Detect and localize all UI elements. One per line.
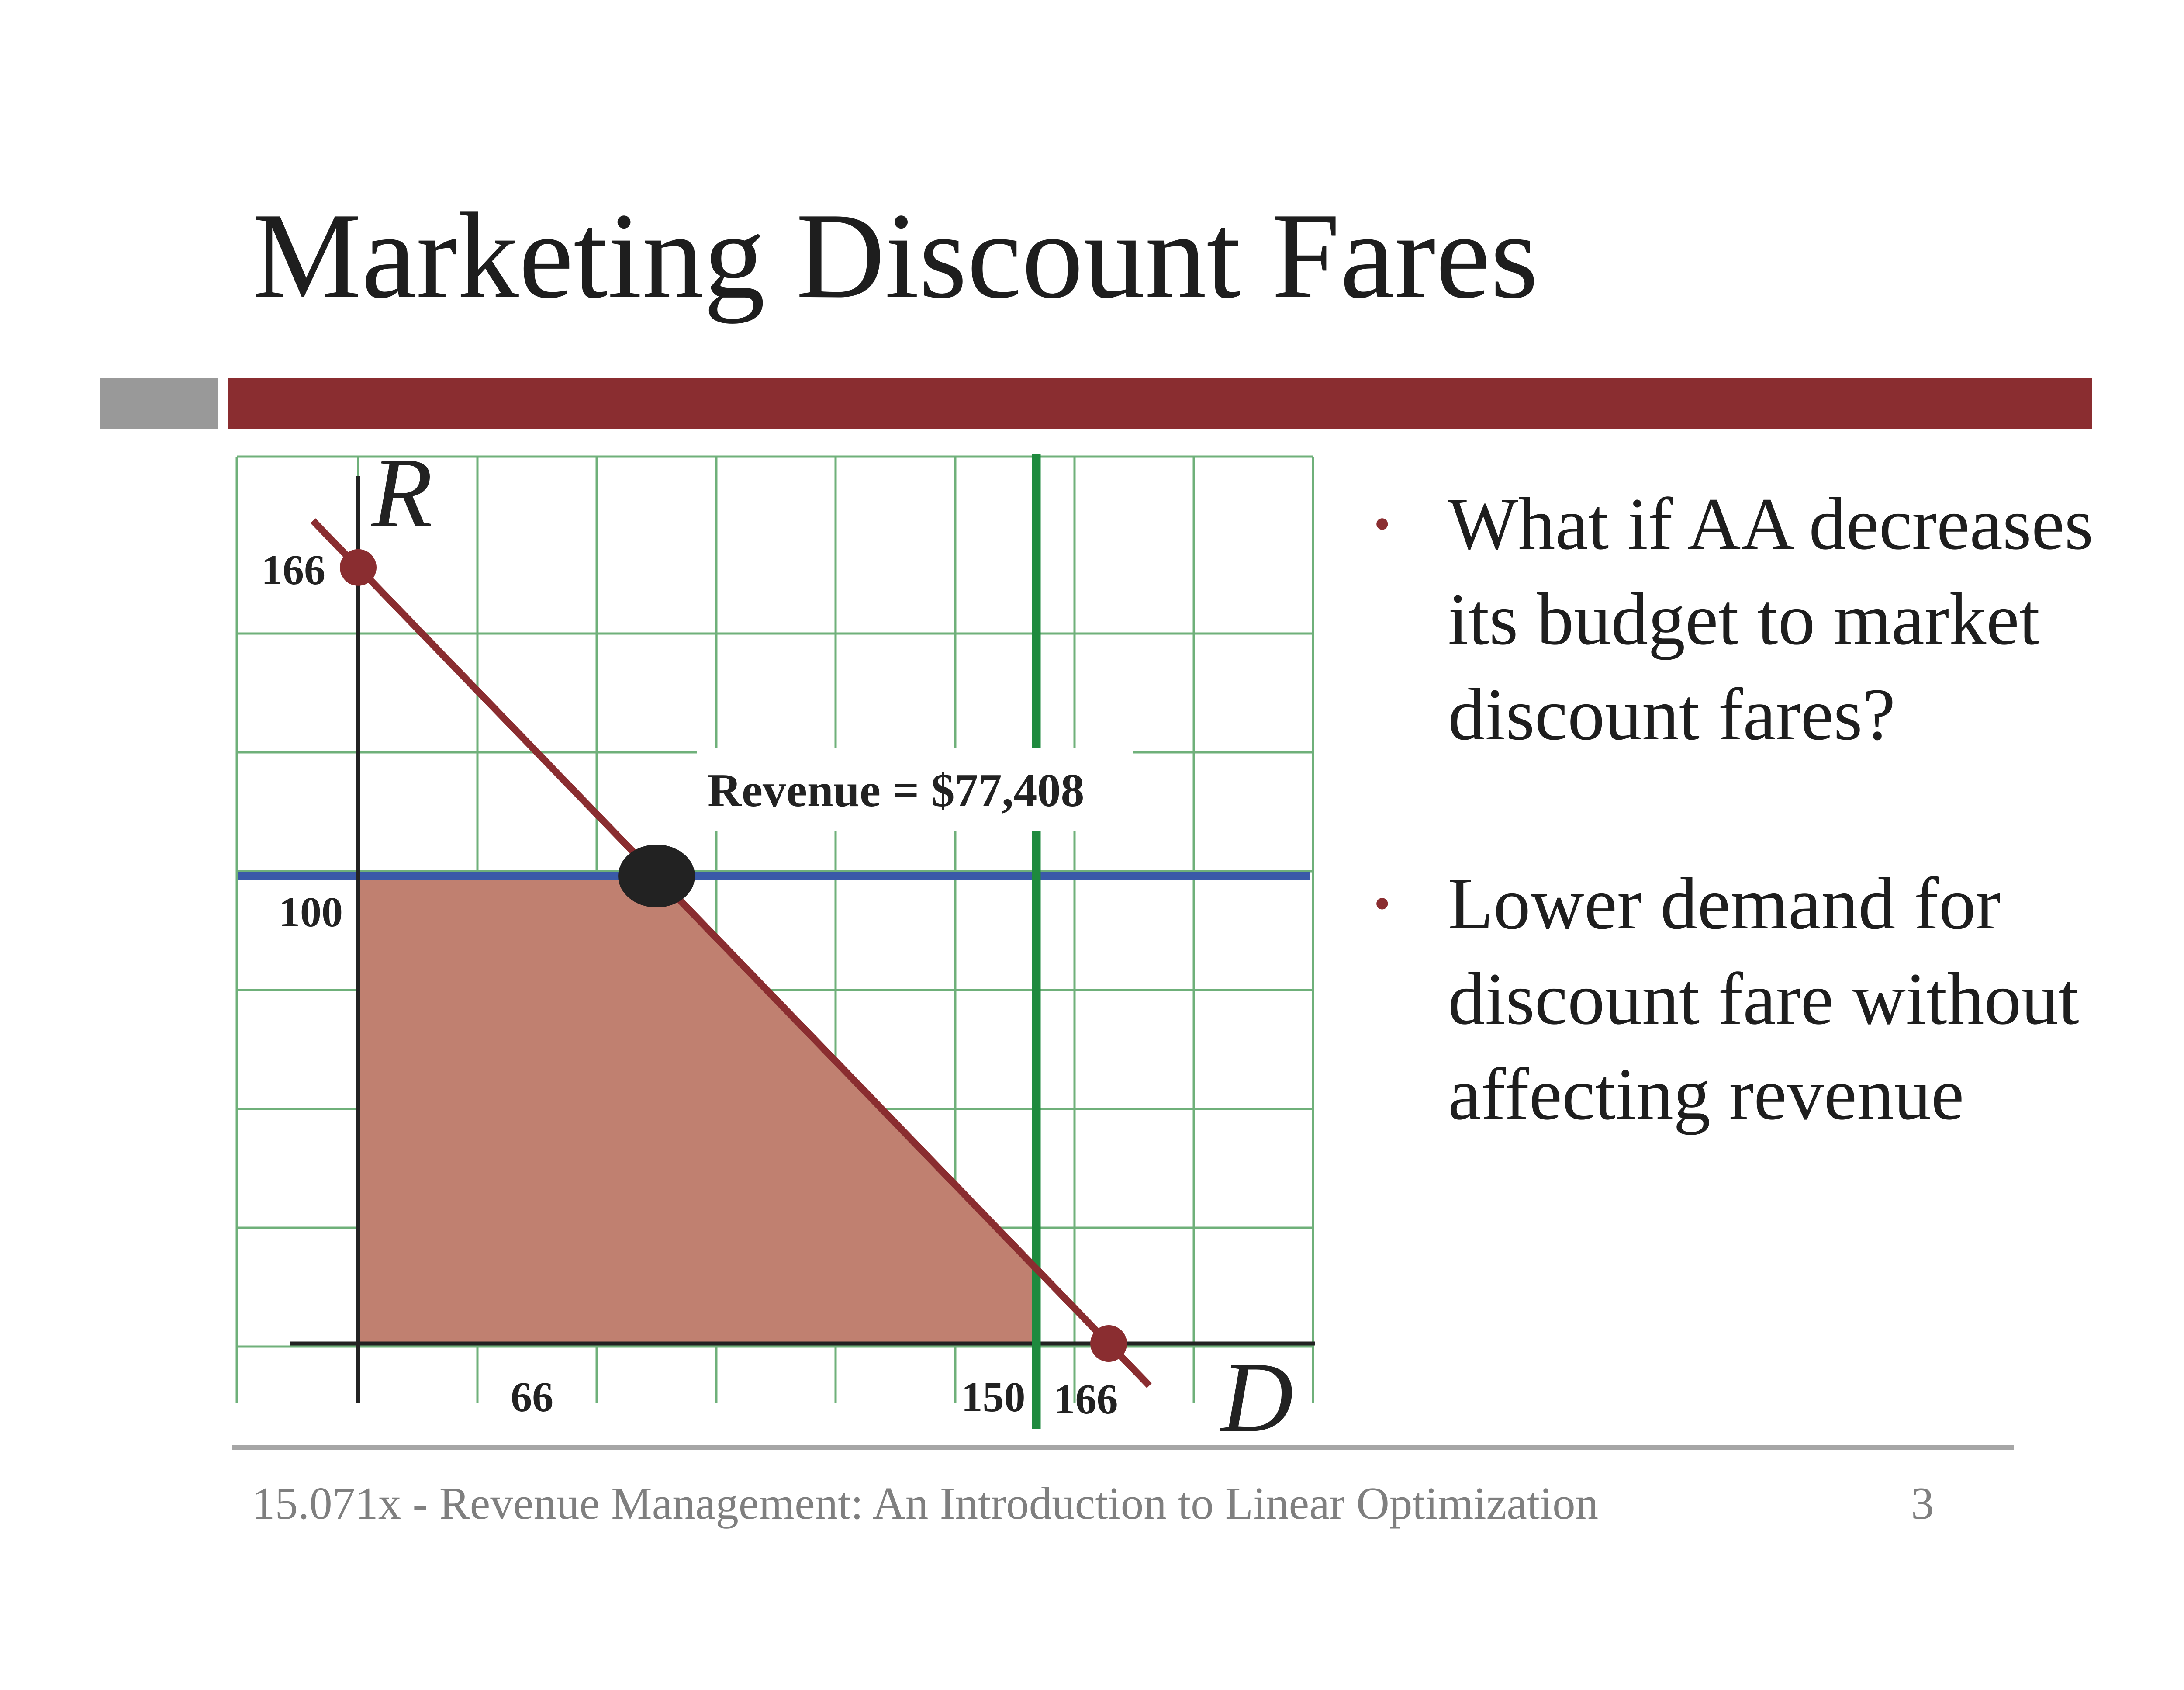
bullet-item: • What if AA decreases its budget to mar… — [1365, 476, 2151, 762]
tick-label-y-100: 100 — [279, 889, 343, 936]
revenue-annotation: Revenue = $77,408 — [708, 765, 1084, 817]
optimum-point — [618, 845, 695, 907]
bullet-marker: • — [1374, 877, 1391, 930]
budget-constraint-line — [310, 518, 1152, 1388]
tick-label-y-166: 166 — [261, 547, 325, 594]
x-axis-label: D — [1220, 1341, 1293, 1453]
page-number: 3 — [1911, 1478, 1934, 1529]
slide-title: Marketing Discount Fares — [252, 187, 1538, 324]
tick-label-x-66: 66 — [511, 1374, 553, 1421]
footer-rule — [232, 1445, 2014, 1450]
title-side-bar — [100, 378, 218, 429]
feasible-region — [358, 876, 1037, 1344]
bullet-text: What if AA decreases its budget to marke… — [1448, 483, 2094, 755]
x-intercept-point — [1090, 1325, 1127, 1362]
annotation-background — [697, 748, 1133, 831]
bullet-item: • Lower demand for discount fare without… — [1365, 856, 2151, 1142]
y-intercept-point — [340, 549, 377, 586]
bullet-text: Lower demand for discount fare without a… — [1448, 862, 2079, 1135]
bullet-list: • What if AA decreases its budget to mar… — [1365, 476, 2151, 1236]
title-accent-bar — [228, 378, 2092, 429]
tick-label-x-150: 150 — [961, 1374, 1026, 1421]
bullet-marker: • — [1374, 497, 1391, 551]
y-axis-label: R — [370, 437, 433, 548]
footer-course-title: 15.071x - Revenue Management: An Introdu… — [252, 1478, 1599, 1529]
tick-label-x-166: 166 — [1054, 1376, 1118, 1423]
